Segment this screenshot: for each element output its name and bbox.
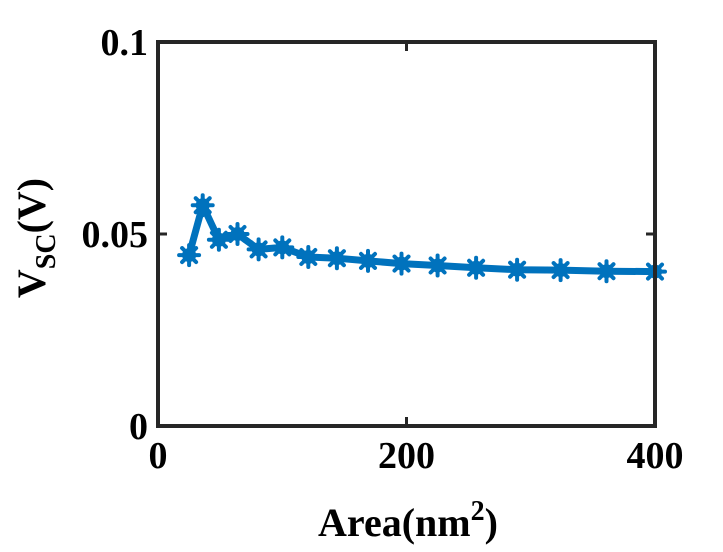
- y-tick-label-0: 0: [129, 406, 148, 448]
- data-point-8: [356, 248, 380, 273]
- x-tick-label-1: 200: [378, 435, 435, 477]
- data-point-11: [464, 255, 489, 280]
- data-point-13: [548, 258, 573, 283]
- y-axis-label-subscript: SC: [31, 233, 62, 269]
- data-point-10: [425, 253, 450, 278]
- x-axis-label-superscript: 2: [471, 496, 485, 527]
- y-axis-label-main: V: [9, 269, 54, 298]
- axes: 0 200 400 0 0.05 0.1: [82, 22, 684, 477]
- data-point-1: [190, 193, 215, 218]
- data-point-4: [246, 237, 271, 262]
- x-axis-label-main: Area(nm: [318, 500, 471, 545]
- x-tick-label-0: 0: [149, 435, 168, 477]
- y-tick-label-1: 0.05: [82, 214, 149, 256]
- x-tick-label-2: 400: [627, 435, 684, 477]
- y-axis-label-suffix: (V): [9, 178, 54, 234]
- y-axis-label: VSC(V): [9, 178, 62, 298]
- y-tick-label-2: 0.1: [101, 22, 149, 64]
- data-point-5: [270, 235, 295, 260]
- series-line-0: [185, 201, 659, 276]
- data-point-7: [324, 246, 349, 271]
- x-axis-label-suffix: ): [485, 500, 498, 545]
- data-point-2: [206, 227, 231, 252]
- data-point-9: [389, 251, 414, 276]
- data-point-12: [505, 257, 530, 282]
- plot-area: [177, 193, 667, 284]
- x-axis-label: Area(nm2): [318, 496, 498, 545]
- data-point-3: [225, 222, 250, 246]
- data-point-14: [594, 259, 619, 284]
- data-point-0: [177, 243, 202, 268]
- data-point-6: [296, 245, 321, 269]
